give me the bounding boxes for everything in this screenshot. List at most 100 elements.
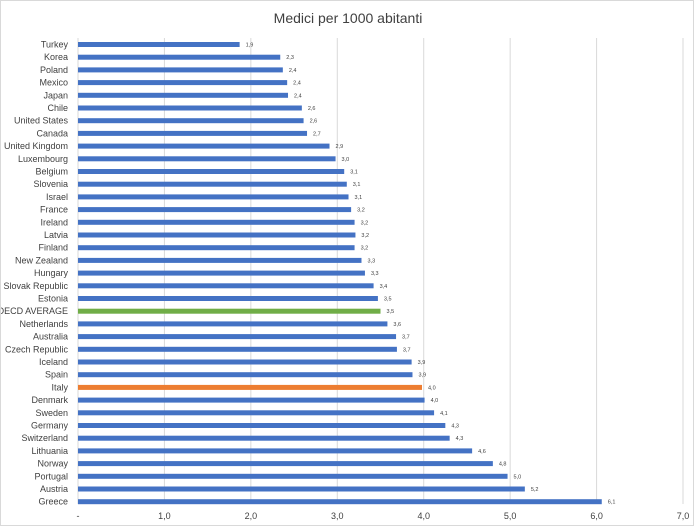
data-label: 2,9 bbox=[336, 144, 344, 150]
bar bbox=[78, 486, 525, 492]
data-label: 5,2 bbox=[531, 487, 539, 493]
bar bbox=[78, 181, 347, 187]
category-label: Korea bbox=[44, 52, 68, 62]
bar bbox=[78, 42, 240, 47]
data-label: 3,6 bbox=[393, 322, 401, 328]
data-label: 2,6 bbox=[310, 119, 318, 125]
bar bbox=[78, 257, 362, 263]
category-label: Mexico bbox=[39, 78, 68, 88]
category-label: Switzerland bbox=[21, 433, 68, 443]
bar bbox=[78, 80, 288, 86]
category-label: Turkey bbox=[41, 40, 69, 50]
bar bbox=[78, 296, 378, 301]
category-label: United States bbox=[14, 116, 69, 126]
category-label: United Kingdom bbox=[4, 141, 68, 151]
category-label: Greece bbox=[38, 497, 68, 507]
category-label: Hungary bbox=[34, 268, 69, 278]
category-label: Germany bbox=[31, 421, 69, 431]
bar bbox=[78, 245, 355, 251]
bar bbox=[78, 130, 308, 136]
category-labels: Turkey Korea Poland Mexico Japan Chile United … bbox=[1, 40, 68, 507]
category-label: Belgium bbox=[35, 167, 68, 177]
category-label: Iceland bbox=[39, 357, 68, 367]
data-label: 3,5 bbox=[384, 297, 392, 303]
data-label: 3,2 bbox=[361, 220, 369, 226]
bar bbox=[78, 270, 365, 276]
data-label: 3,4 bbox=[380, 284, 388, 290]
bar bbox=[78, 143, 330, 149]
category-label: Poland bbox=[40, 65, 68, 75]
bar bbox=[78, 448, 473, 454]
data-label: 2,6 bbox=[308, 106, 316, 112]
data-label: 3,7 bbox=[403, 347, 411, 353]
data-label: 4,6 bbox=[478, 449, 486, 455]
data-label: 3,1 bbox=[355, 195, 363, 201]
data-label: 4,0 bbox=[431, 398, 439, 404]
data-label: 2,4 bbox=[289, 68, 297, 74]
bar bbox=[78, 461, 493, 467]
data-label: 3,3 bbox=[371, 271, 379, 277]
category-label: Estonia bbox=[38, 294, 68, 304]
data-label: 2,3 bbox=[286, 55, 294, 61]
data-label: 4,8 bbox=[499, 462, 507, 468]
data-label: 3,2 bbox=[361, 233, 369, 239]
x-tick-label: 2,0 bbox=[245, 511, 258, 521]
bar bbox=[78, 321, 388, 327]
chart-title: Medici per 1000 abitanti bbox=[274, 10, 423, 26]
x-tick-label: 6,0 bbox=[590, 511, 603, 521]
data-label: 3,5 bbox=[387, 309, 395, 315]
bar bbox=[78, 54, 281, 60]
data-label: 5,0 bbox=[514, 474, 522, 480]
data-label: 3,9 bbox=[418, 360, 426, 366]
category-label: Spain bbox=[45, 370, 68, 380]
category-label: Chile bbox=[47, 103, 68, 113]
bar bbox=[78, 334, 397, 340]
bar bbox=[78, 105, 302, 111]
category-label: Japan bbox=[43, 90, 68, 100]
category-label: Ireland bbox=[40, 217, 68, 227]
x-tick-label: 5,0 bbox=[504, 511, 517, 521]
category-label: Luxembourg bbox=[18, 154, 68, 164]
bar bbox=[78, 207, 352, 213]
bar bbox=[78, 169, 345, 174]
bar bbox=[78, 232, 356, 238]
data-label: 6,1 bbox=[608, 500, 616, 506]
x-tick-label: 3,0 bbox=[331, 511, 344, 521]
bar bbox=[78, 473, 508, 479]
data-label: 2,4 bbox=[294, 93, 302, 99]
data-label: 3,0 bbox=[342, 157, 350, 163]
x-tick-label: - bbox=[77, 511, 80, 521]
category-label: Lithuania bbox=[31, 446, 68, 456]
category-label: Sweden bbox=[35, 408, 68, 418]
data-label: 2,7 bbox=[313, 131, 321, 137]
data-label: 1,9 bbox=[246, 43, 254, 49]
bar bbox=[78, 67, 283, 73]
category-label: Slovenia bbox=[33, 179, 68, 189]
category-label: New Zealand bbox=[15, 255, 68, 265]
category-label: Canada bbox=[36, 128, 68, 138]
category-label: Norway bbox=[37, 459, 68, 469]
bar bbox=[78, 156, 336, 162]
data-label: 4,3 bbox=[451, 424, 459, 430]
bar bbox=[78, 397, 425, 403]
category-label: Australia bbox=[33, 332, 68, 342]
data-label: 3,1 bbox=[350, 170, 358, 176]
bars: 1,9 2,3 2,4 2,4 2,4 2,6 2,6 2,7 2,9 3,0 3,1 3,1 3,1 3… bbox=[78, 42, 615, 506]
category-label: France bbox=[40, 205, 68, 215]
category-label: Austria bbox=[40, 484, 68, 494]
data-label: 3,2 bbox=[357, 208, 365, 214]
data-label: 2,4 bbox=[293, 81, 301, 87]
bar bbox=[78, 435, 450, 441]
bar bbox=[78, 92, 289, 98]
category-label: Latvia bbox=[44, 230, 68, 240]
bar bbox=[78, 359, 412, 365]
category-label: Czech Republic bbox=[5, 344, 69, 354]
data-label: 4,3 bbox=[456, 436, 464, 442]
bar bbox=[78, 410, 435, 416]
bar bbox=[78, 423, 446, 428]
category-label: Finland bbox=[38, 243, 68, 253]
category-label: Denmark bbox=[31, 395, 68, 405]
x-axis-ticks: - 1,0 2,0 3,0 4,0 5,0 6,0 7,0 bbox=[77, 511, 690, 521]
category-label: Netherlands bbox=[19, 319, 68, 329]
